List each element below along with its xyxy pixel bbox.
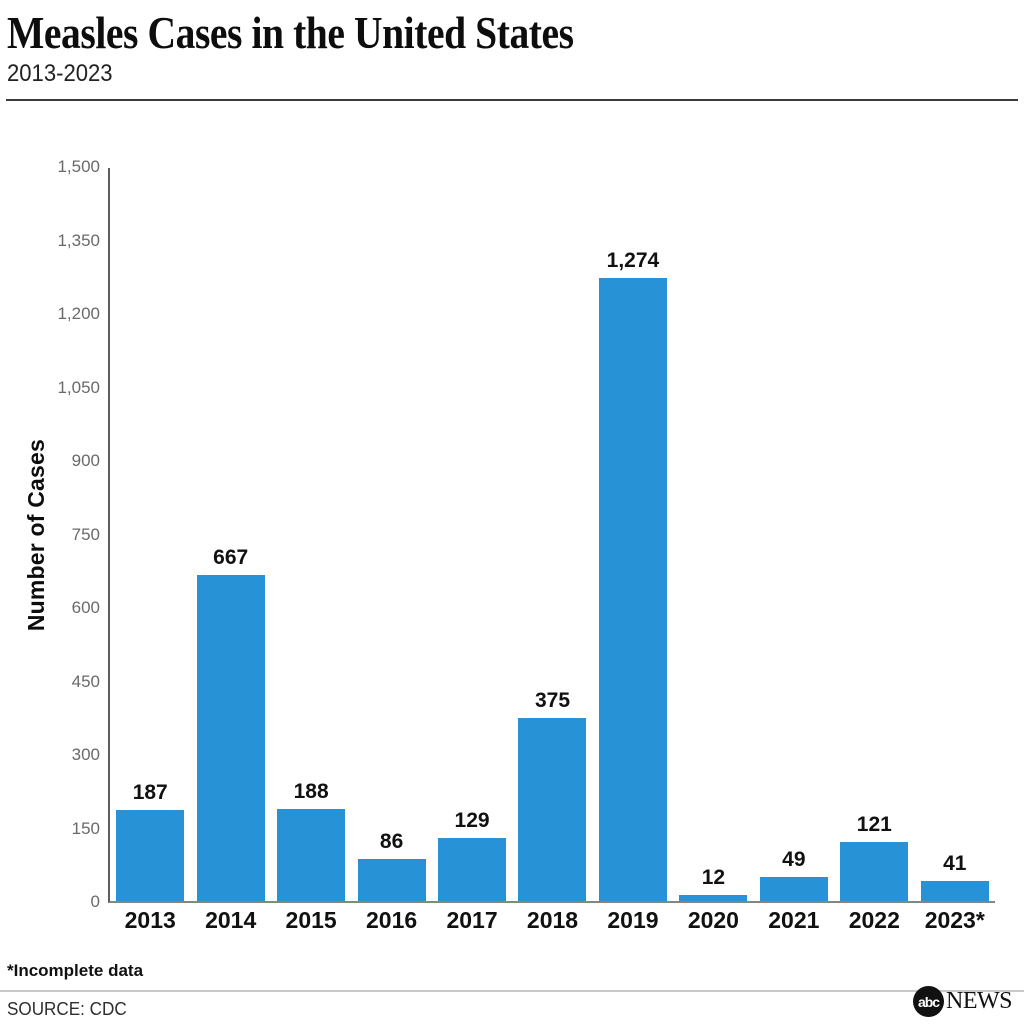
x-tick-label: 2019	[607, 907, 659, 933]
y-tick-label: 1,050	[57, 377, 100, 397]
bar-slot: 129	[432, 168, 512, 901]
page-title: Measles Cases in the United States	[7, 7, 574, 58]
y-tick-label: 1,500	[57, 157, 100, 176]
bar	[438, 837, 507, 901]
x-tick-label: 2016	[366, 907, 418, 933]
bar	[920, 880, 989, 901]
bar-value-label: 41	[943, 851, 967, 875]
bar-value-label: 1,274	[606, 249, 660, 273]
x-tick-label: 2015	[285, 907, 337, 933]
bar	[679, 895, 748, 901]
bar	[518, 717, 587, 901]
bar	[840, 841, 909, 901]
y-tick-label: 150	[71, 818, 100, 838]
y-tick-label: 1,200	[57, 304, 100, 323]
abc-news-logo: abc NEWS	[913, 986, 1013, 1017]
x-axis-labels: 2013 2014 2015 2016 2017 2018 2019 2020 2021 2022…	[110, 907, 995, 934]
bar-value-label: 375	[534, 688, 571, 712]
y-axis-tick-labels: 0 150 300 450 600 750 900 1,050 1,200 1,350 1,500	[15, 157, 110, 911]
bar-value-label: 667	[213, 546, 249, 570]
y-tick-label: 900	[71, 451, 100, 470]
bar-value-label: 86	[379, 829, 404, 853]
y-tick-label: 1,350	[57, 230, 100, 250]
bar-slot: 667	[190, 168, 270, 901]
bar	[759, 877, 828, 901]
x-tick-label: 2022	[848, 907, 900, 933]
bar-value-label: 129	[454, 808, 490, 832]
footnote: *Incomplete data	[7, 961, 144, 980]
news-wordmark: NEWS	[946, 988, 1013, 1014]
bar-slot: 375	[512, 168, 592, 901]
bar-slot: 86	[351, 168, 431, 901]
bar-value-label: 121	[856, 812, 892, 836]
bar-slot: 12	[673, 168, 753, 901]
bar	[598, 278, 667, 901]
abc-logo-icon: abc	[913, 986, 944, 1017]
source-label: SOURCE: CDC	[7, 999, 127, 1019]
x-tick-label: 2018	[526, 907, 579, 933]
bar-slot: 188	[271, 168, 351, 901]
bar-value-label: 187	[132, 780, 168, 804]
bar-slot: 121	[834, 168, 914, 901]
x-tick-label: 2013	[124, 907, 176, 933]
y-tick-label: 450	[71, 671, 100, 691]
header-divider	[6, 99, 1018, 101]
bar-series: 187 667 188 86 129 375 1,274 12 49 121 41	[110, 168, 995, 901]
bar-value-label: 188	[293, 780, 329, 804]
bar	[277, 809, 346, 901]
x-tick-label: 2014	[205, 907, 257, 933]
bar-value-label: 49	[782, 848, 806, 872]
y-tick-label: 300	[71, 745, 100, 764]
y-tick-label: 0	[90, 892, 100, 911]
x-tick-label: 2020	[687, 907, 739, 933]
footer-divider	[0, 990, 1024, 992]
bar-value-label: 12	[701, 866, 726, 890]
x-tick-label: 2021	[768, 907, 820, 933]
bar-slot: 41	[915, 168, 995, 901]
bar-slot: 49	[754, 168, 834, 901]
bar	[116, 809, 185, 901]
plot-area: 0 150 300 450 600 750 900 1,050 1,200 1,350 1,500 …	[57, 157, 995, 933]
bar	[357, 858, 426, 901]
x-tick-label: 2023*	[924, 907, 985, 933]
bar-slot: 187	[110, 168, 190, 901]
bar-slot: 1,274	[593, 168, 673, 901]
page-subtitle: 2013-2023	[7, 60, 113, 87]
x-tick-label: 2017	[446, 907, 498, 933]
bar	[196, 575, 265, 901]
y-tick-label: 600	[71, 598, 100, 617]
y-tick-label: 750	[71, 524, 100, 544]
